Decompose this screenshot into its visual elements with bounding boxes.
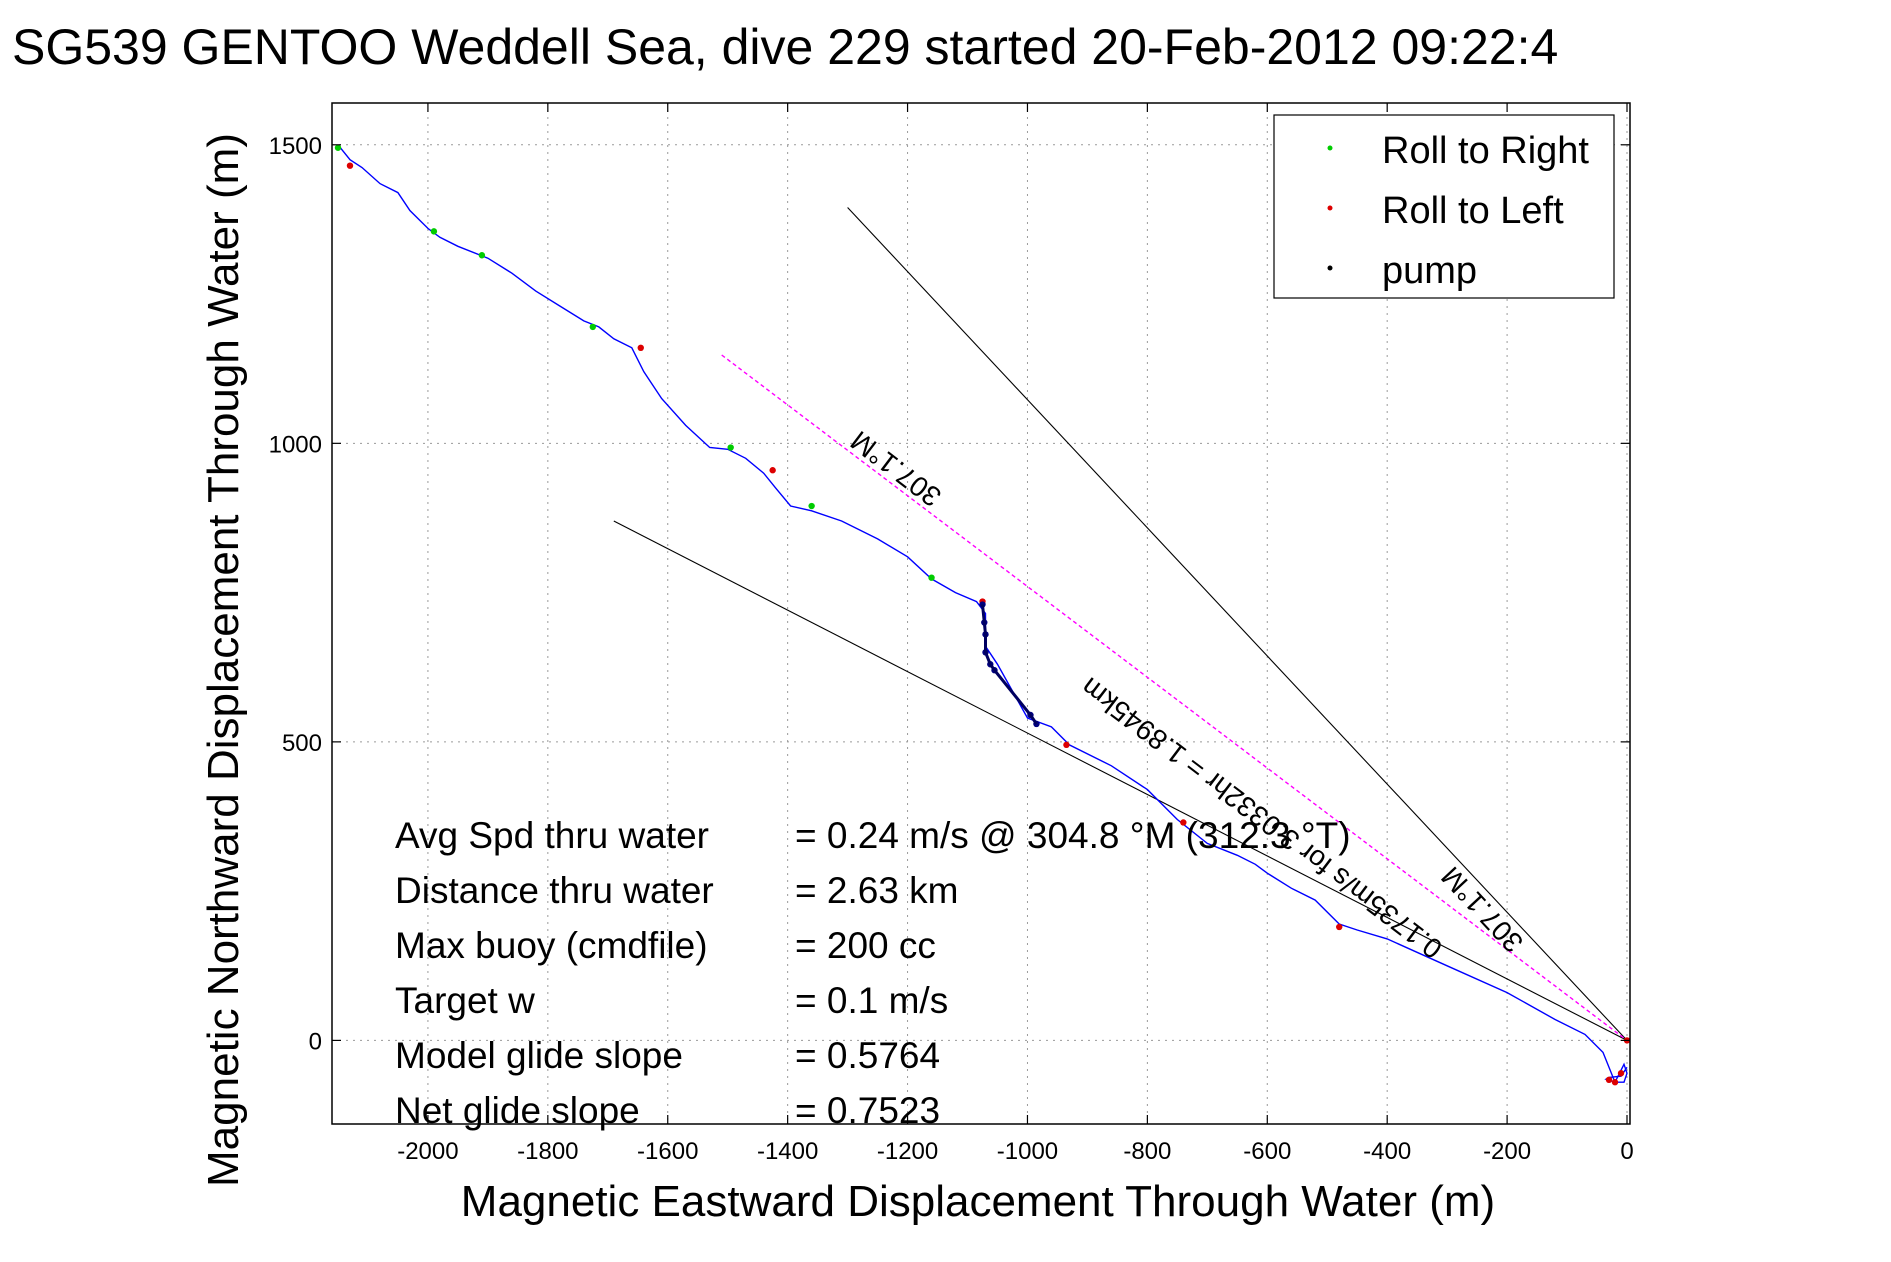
reference-line — [613, 520, 1628, 1041]
roll-to-left-point — [1063, 741, 1070, 749]
y-tick-label: 500 — [282, 730, 322, 757]
y-tick-label: 0 — [309, 1028, 322, 1055]
stat-value: = 0.7523 — [795, 1090, 940, 1131]
legend-label: Roll to Right — [1382, 130, 1589, 172]
x-tick-label: -1400 — [757, 1138, 818, 1165]
stat-value: = 200 cc — [795, 925, 936, 966]
roll-to-right-point — [430, 228, 438, 235]
roll-to-right-point — [334, 144, 342, 151]
x-tick-label: -600 — [1243, 1138, 1291, 1165]
y-tick-label: 1500 — [269, 133, 322, 160]
y-tick-label: 1000 — [269, 431, 322, 458]
stat-value: = 2.63 km — [795, 870, 959, 911]
stat-label: Max buoy (cmdfile) — [395, 925, 708, 966]
roll-to-left-point — [1180, 819, 1187, 826]
reference-lines — [613, 207, 1628, 1041]
stat-value: = 0.24 m/s @ 304.8 °M (312.3 °T) — [795, 815, 1351, 856]
x-tick-label: 0 — [1620, 1138, 1633, 1165]
x-tick-label: -2000 — [397, 1138, 458, 1165]
roll-to-left-point — [1611, 1079, 1619, 1086]
stat-label: Avg Spd thru water — [395, 815, 709, 856]
reference-line — [847, 207, 1628, 1041]
y-axis-label: Magnetic Northward Displacement Through … — [199, 133, 248, 1187]
stat-label: Net glide slope — [395, 1090, 640, 1131]
roll-to-right-point — [478, 252, 486, 259]
x-tick-label: -400 — [1363, 1138, 1411, 1165]
legend-marker — [1327, 145, 1333, 151]
x-tick-label: -1800 — [517, 1138, 578, 1165]
x-tick-label: -1600 — [637, 1138, 698, 1165]
legend: Roll to Right Roll to Left pump — [1273, 114, 1615, 299]
legend-marker — [1327, 205, 1333, 211]
x-tick-label: -1000 — [997, 1138, 1058, 1165]
stat-label: Target w — [395, 980, 535, 1021]
plot-frame — [331, 102, 1631, 1125]
legend-label: Roll to Left — [1382, 190, 1564, 232]
roll-to-left-point — [1617, 1070, 1625, 1077]
x-axis-label: Magnetic Eastward Displacement Through W… — [461, 1177, 1495, 1226]
stat-value: = 0.5764 — [795, 1035, 940, 1076]
x-tick-label: -1200 — [877, 1138, 938, 1165]
stat-label: Distance thru water — [395, 870, 714, 911]
stat-label: Model glide slope — [395, 1035, 683, 1076]
track-line — [337, 144, 1628, 1084]
roll-to-left-point — [1336, 923, 1343, 931]
roll-to-left-point — [637, 344, 644, 352]
x-tick-label: -800 — [1123, 1138, 1171, 1165]
marker-points — [334, 144, 1631, 1086]
roll-to-right-point — [589, 323, 596, 331]
track-lines — [337, 144, 1628, 1084]
legend-label: pump — [1382, 250, 1477, 292]
chart-title: SG539 GENTOO Weddell Sea, dive 229 start… — [12, 19, 1558, 75]
stat-value: = 0.1 m/s — [795, 980, 948, 1021]
roll-to-right-point — [808, 502, 815, 510]
roll-to-right-point — [928, 574, 935, 581]
stats-block: Avg Spd thru water = 0.24 m/s @ 304.8 °M … — [395, 815, 1351, 1131]
axis-ticks: -2000 -1800 -1600 -1400 -1200 -1000 -800 -600 -4… — [269, 103, 1634, 1165]
legend-marker — [1327, 265, 1333, 271]
roll-to-right-point — [727, 444, 734, 451]
x-tick-label: -200 — [1483, 1138, 1531, 1165]
roll-to-left-point — [1605, 1076, 1613, 1084]
roll-to-left-point — [346, 162, 354, 169]
roll-to-left-point — [769, 467, 776, 474]
pump-segment — [981, 604, 1038, 725]
reference-line-dashed — [721, 354, 1628, 1041]
